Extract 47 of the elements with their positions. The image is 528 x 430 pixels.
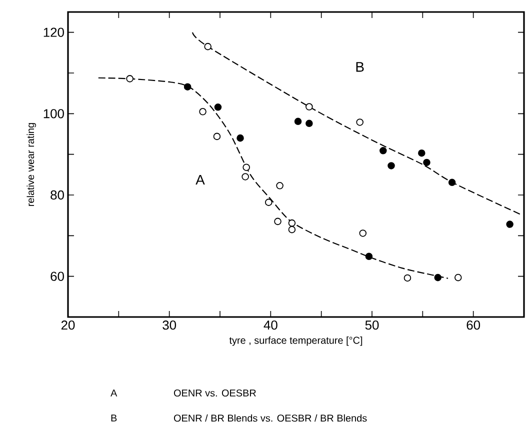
point xyxy=(359,230,367,237)
point xyxy=(276,182,284,190)
text: OENR vs. OESBR xyxy=(174,389,256,397)
annotation: B xyxy=(356,62,364,72)
y-axis-title: relative wear rating xyxy=(26,123,36,206)
y-tick-label: 120 xyxy=(44,28,64,37)
point xyxy=(356,118,364,126)
point xyxy=(126,75,134,82)
point xyxy=(506,220,514,228)
point xyxy=(236,134,244,142)
line-series xyxy=(192,32,520,215)
point xyxy=(214,104,222,111)
point xyxy=(265,198,272,206)
x-tick-label: 60 xyxy=(466,320,480,330)
point xyxy=(242,173,249,180)
point xyxy=(184,83,192,90)
x-tick-label: 20 xyxy=(61,320,75,330)
y-tick-label: 80 xyxy=(50,190,64,200)
point xyxy=(294,118,302,126)
point xyxy=(204,42,212,50)
point xyxy=(380,147,387,154)
x-tick-label: 50 xyxy=(365,320,379,330)
point xyxy=(306,120,313,128)
point xyxy=(454,274,462,282)
point xyxy=(288,226,296,234)
y-tick-label: 100 xyxy=(44,109,64,118)
point xyxy=(404,274,412,282)
point xyxy=(199,108,206,116)
point xyxy=(423,158,430,166)
annotation: A xyxy=(196,174,205,185)
point xyxy=(242,164,250,171)
point xyxy=(274,218,282,226)
y-tick-label: 60 xyxy=(50,272,64,281)
point xyxy=(288,219,296,227)
text: A xyxy=(110,390,118,396)
x-axis-title: tyre , surface temperature [°C] xyxy=(229,336,362,346)
point xyxy=(418,149,426,157)
point xyxy=(365,252,373,260)
point xyxy=(306,103,313,110)
point xyxy=(388,162,395,170)
text: B xyxy=(111,414,117,422)
x-tick-label: 40 xyxy=(264,320,278,330)
x-tick-label: 30 xyxy=(162,320,176,330)
point xyxy=(434,274,442,282)
text: OENR / BR Blends vs. OESBR / BR Blends xyxy=(174,414,367,422)
point xyxy=(448,178,456,186)
point xyxy=(213,132,221,140)
